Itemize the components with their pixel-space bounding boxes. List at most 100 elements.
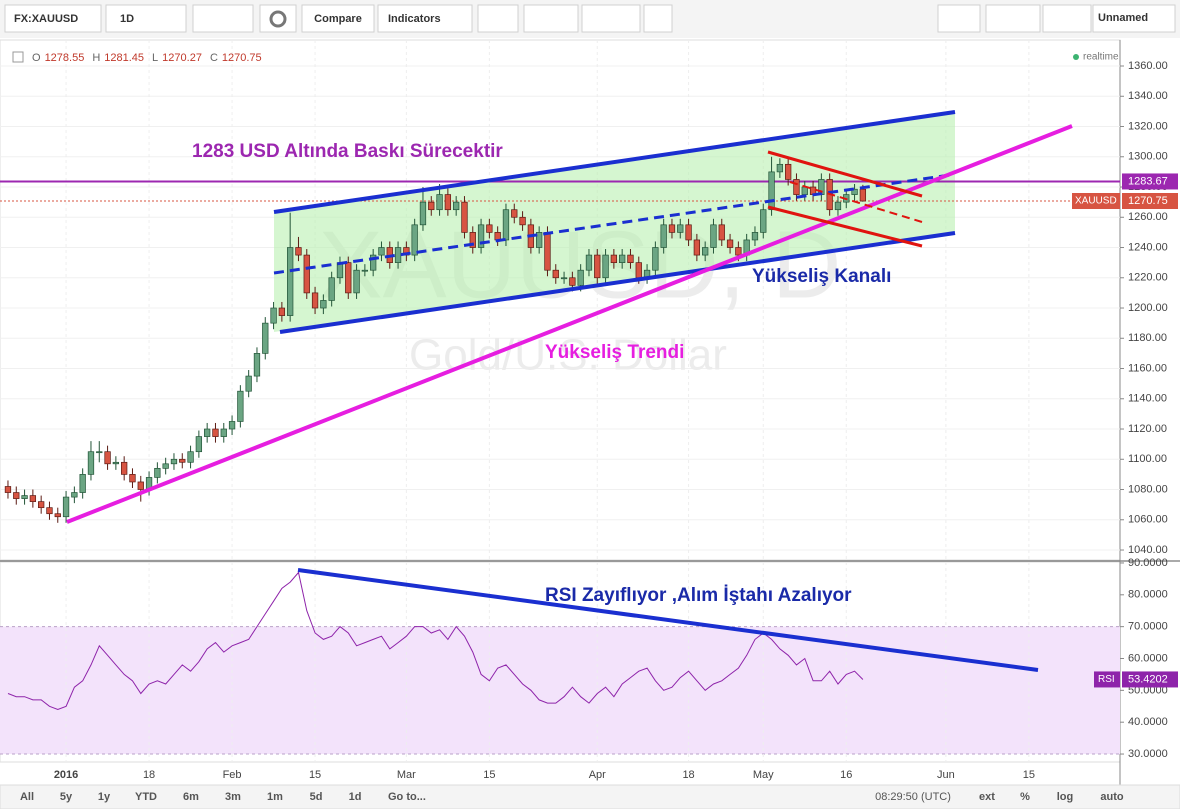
rsi-name-tag xyxy=(1094,671,1120,688)
symbol: FX:XAUUSD xyxy=(14,13,78,25)
candle-body xyxy=(585,254,593,271)
level-tag xyxy=(1122,173,1178,190)
candle-body xyxy=(785,163,792,180)
compare-button[interactable] xyxy=(301,4,375,33)
ohlc-value: 1278.55 xyxy=(45,52,85,64)
scale-option[interactable]: log xyxy=(1057,791,1074,803)
range-button[interactable]: 3m xyxy=(225,791,241,803)
y-tick-label: 1320.00 xyxy=(1128,120,1168,132)
ohlc-value: 1270.27 xyxy=(162,52,202,64)
candle-body xyxy=(453,201,460,211)
candle-body xyxy=(54,513,61,518)
legend-toggle[interactable] xyxy=(12,51,24,63)
candle-body xyxy=(328,277,335,301)
y-tick-label: 1040.00 xyxy=(1128,544,1168,556)
rsi-value: 53.4202 xyxy=(1128,673,1168,685)
y-tick-label: 1240.00 xyxy=(1128,241,1168,253)
ohlc-label: O xyxy=(32,52,41,64)
candle-body xyxy=(751,232,759,241)
candle-body xyxy=(71,492,78,498)
candle-body xyxy=(735,247,742,256)
candle-body xyxy=(685,224,692,241)
candle-body xyxy=(635,262,642,279)
candle-body xyxy=(536,232,543,248)
x-tick-label: Mar xyxy=(397,769,416,781)
candle-body xyxy=(204,428,211,437)
rsi-trend-line xyxy=(297,568,1039,672)
candle-body xyxy=(220,428,227,437)
x-tick-label: 15 xyxy=(309,769,321,781)
level-label: 1283.67 xyxy=(1128,175,1168,187)
candle-body xyxy=(345,262,352,294)
symbol-button[interactable] xyxy=(4,4,102,33)
candle-body xyxy=(38,501,45,509)
candle-body xyxy=(502,209,510,241)
candle-body xyxy=(295,247,302,256)
candle-body xyxy=(303,254,310,294)
settings-button[interactable] xyxy=(259,4,297,33)
ideas-button[interactable] xyxy=(523,4,579,33)
indicators-button[interactable] xyxy=(377,4,473,33)
y-tick-label: 1180.00 xyxy=(1128,332,1167,344)
annotation: 1283 USD Altında Baskı Sürecektir xyxy=(192,141,503,162)
x-tick-label: Feb xyxy=(223,769,242,781)
range-button[interactable]: YTD xyxy=(135,791,157,803)
candle-body xyxy=(46,507,53,515)
rsi-tick-label: 80.0000 xyxy=(1128,589,1168,601)
range-button[interactable]: All xyxy=(20,791,34,803)
candle-body xyxy=(79,474,86,493)
chart-type-button[interactable] xyxy=(192,4,254,33)
rsi-tick-label: 90.0000 xyxy=(1128,557,1168,569)
rsi-line xyxy=(7,571,864,711)
scale-option[interactable]: auto xyxy=(1100,791,1124,803)
x-tick-label: Jun xyxy=(937,769,955,781)
ohlc-label: C xyxy=(210,52,218,64)
range-button[interactable]: 1d xyxy=(349,791,362,803)
undo-redo-button[interactable] xyxy=(581,4,641,33)
scale-option[interactable]: % xyxy=(1020,791,1030,803)
interval-button[interactable] xyxy=(105,4,187,33)
save-button[interactable] xyxy=(1042,4,1092,33)
range-button[interactable]: 1m xyxy=(267,791,283,803)
candle-body xyxy=(436,194,443,211)
rsi-tick-label: 40.0000 xyxy=(1128,716,1168,728)
candle-body xyxy=(444,194,452,211)
candle-body xyxy=(419,201,427,226)
x-tick-label: 15 xyxy=(483,769,495,781)
flag-mid xyxy=(789,181,923,223)
alert-button[interactable] xyxy=(477,4,519,33)
flag-upper xyxy=(767,150,923,198)
range-button[interactable]: 5d xyxy=(310,791,323,803)
candle-body xyxy=(287,247,294,316)
candle-body xyxy=(677,224,684,233)
ohlc-label: H xyxy=(92,52,100,64)
candle-body xyxy=(394,247,402,263)
range-button[interactable]: 5y xyxy=(60,791,73,803)
goto-button[interactable]: Go to... xyxy=(388,791,426,803)
candle-body xyxy=(560,277,568,280)
watermark-description: Gold/U.S. Dollar xyxy=(409,331,727,380)
color-button[interactable] xyxy=(937,4,981,33)
candle-body xyxy=(552,269,559,279)
candle-body xyxy=(129,474,136,483)
candle-body xyxy=(760,209,767,233)
candle-body xyxy=(710,224,717,248)
candle-body xyxy=(486,224,493,233)
candle-body xyxy=(29,495,37,502)
candle-body xyxy=(228,421,236,430)
x-tick-label: 15 xyxy=(1023,769,1035,781)
fullscreen-button[interactable] xyxy=(643,4,673,33)
layout-button[interactable] xyxy=(1092,4,1176,33)
candle-body xyxy=(361,269,369,272)
rsi-band xyxy=(0,626,1120,755)
candle-body xyxy=(179,458,186,463)
range-button[interactable]: 1y xyxy=(98,791,111,803)
candle-body xyxy=(62,496,70,518)
y-tick-label: 1060.00 xyxy=(1128,514,1168,526)
y-tick-label: 1080.00 xyxy=(1128,483,1168,495)
range-button[interactable]: 6m xyxy=(183,791,199,803)
interval: 1D xyxy=(120,13,134,25)
scale-option[interactable]: ext xyxy=(979,791,995,803)
candle-body xyxy=(619,254,626,263)
load-button[interactable] xyxy=(985,4,1041,33)
